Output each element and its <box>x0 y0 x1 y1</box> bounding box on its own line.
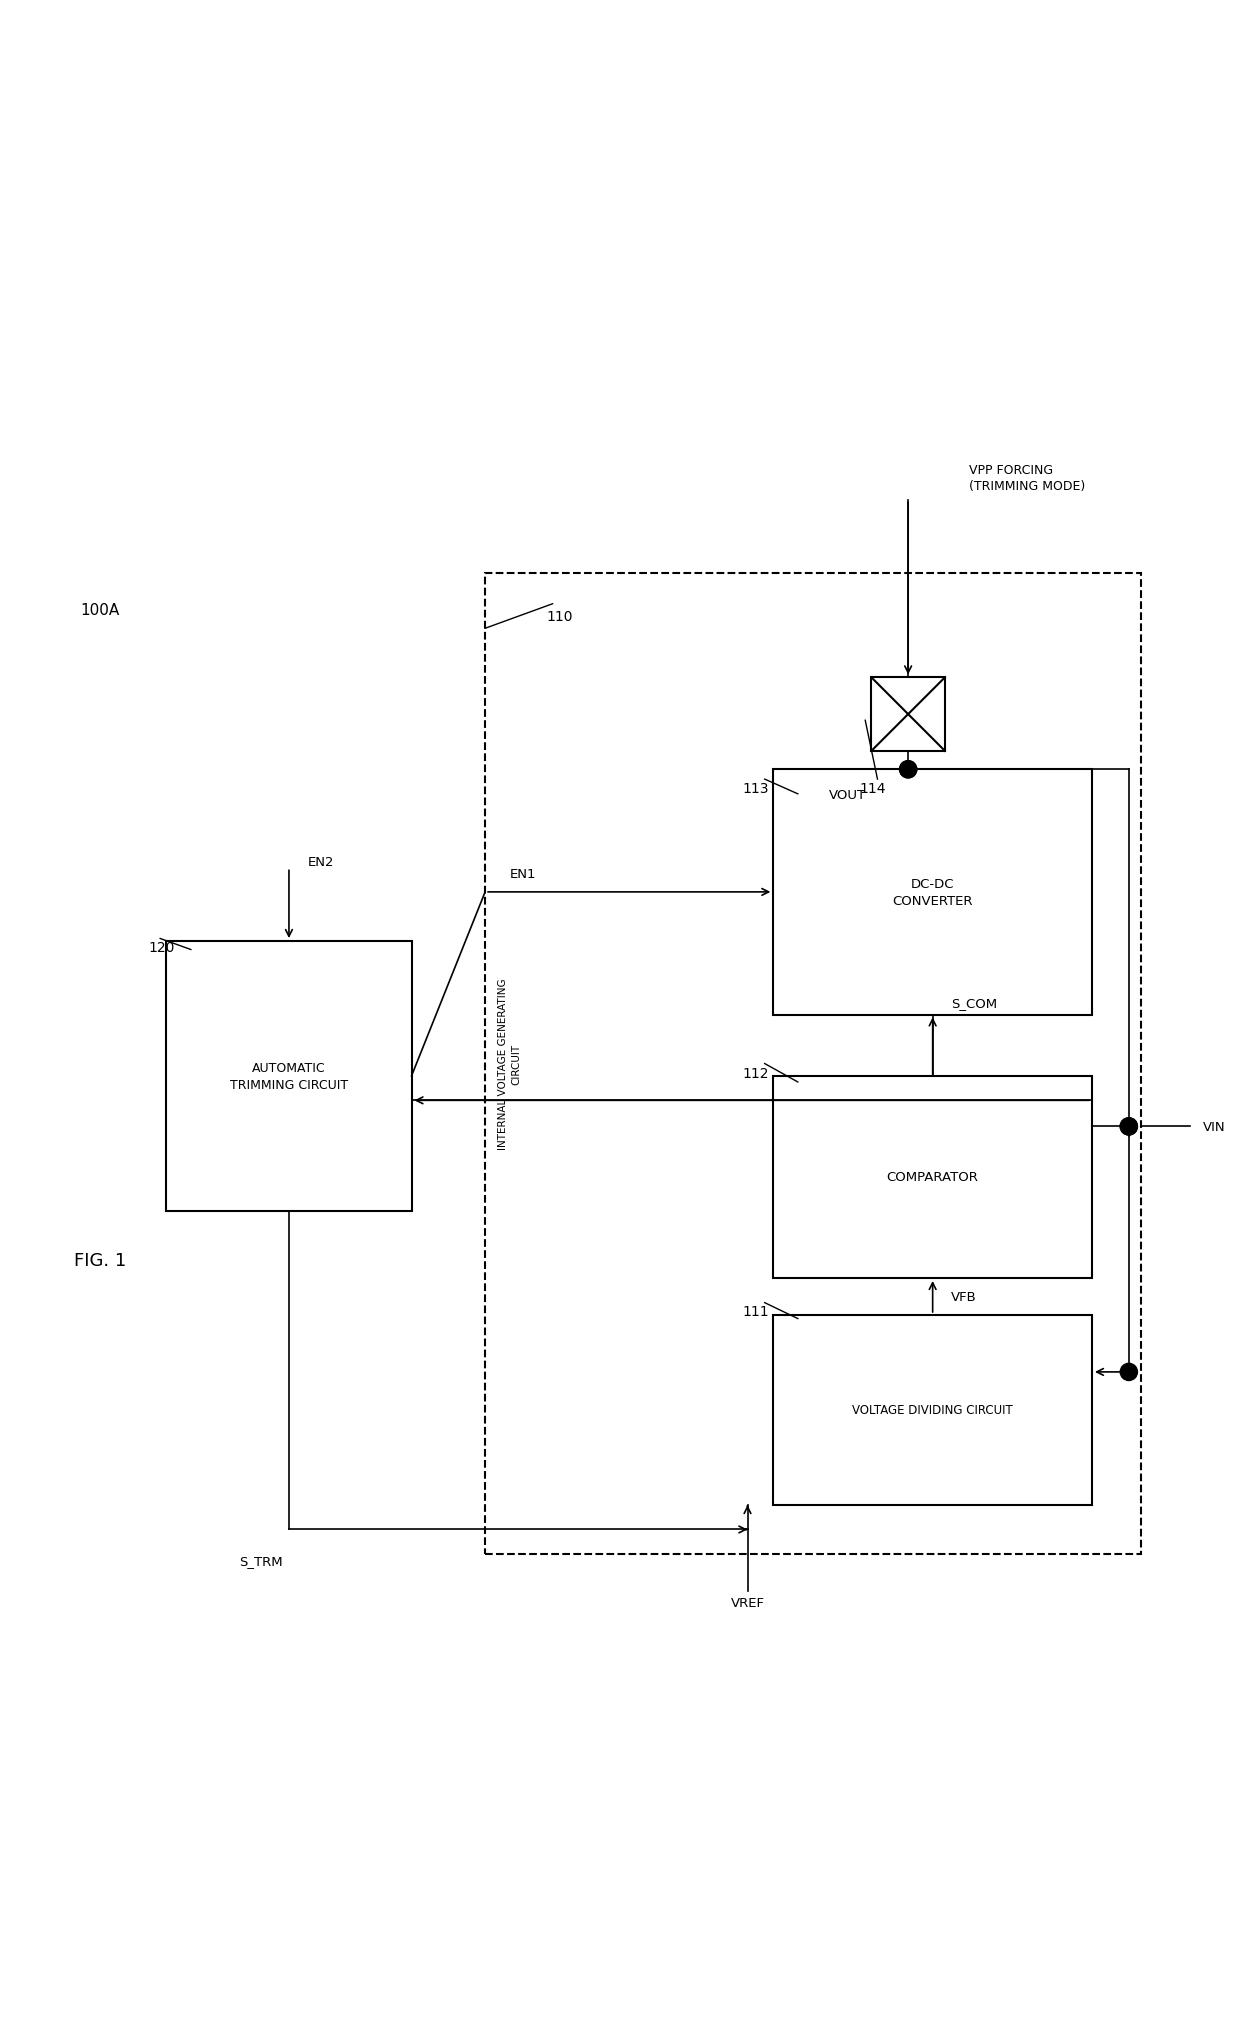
Circle shape <box>1120 1364 1137 1380</box>
Text: EN2: EN2 <box>308 857 334 869</box>
Text: 111: 111 <box>743 1305 769 1320</box>
Bar <box>774 1315 1092 1504</box>
Text: DC-DC
CONVERTER: DC-DC CONVERTER <box>893 877 973 907</box>
Text: VPP FORCING
(TRIMMING MODE): VPP FORCING (TRIMMING MODE) <box>970 463 1086 493</box>
Text: S_COM: S_COM <box>951 997 997 1009</box>
Bar <box>872 678 945 751</box>
Text: 110: 110 <box>547 609 573 623</box>
Bar <box>485 574 1141 1555</box>
Text: S_TRM: S_TRM <box>239 1555 283 1567</box>
Bar <box>774 769 1092 1015</box>
Text: 112: 112 <box>743 1068 769 1080</box>
Text: 120: 120 <box>148 940 175 954</box>
Bar <box>774 1076 1092 1279</box>
Text: VFB: VFB <box>951 1291 977 1303</box>
Text: VREF: VREF <box>730 1596 765 1610</box>
Text: COMPARATOR: COMPARATOR <box>887 1171 978 1183</box>
Text: EN1: EN1 <box>510 867 536 881</box>
Text: VOLTAGE DIVIDING CIRCUIT: VOLTAGE DIVIDING CIRCUIT <box>852 1403 1013 1417</box>
Text: FIG. 1: FIG. 1 <box>74 1250 126 1269</box>
Text: 113: 113 <box>743 782 769 796</box>
Text: VOUT: VOUT <box>828 788 866 802</box>
Text: 100A: 100A <box>81 603 120 617</box>
Text: 114: 114 <box>859 782 885 796</box>
Bar <box>166 942 412 1212</box>
Text: INTERNAL VOLTAGE GENERATING
CIRCUIT: INTERNAL VOLTAGE GENERATING CIRCUIT <box>498 978 521 1149</box>
Text: VIN: VIN <box>1203 1121 1225 1133</box>
Circle shape <box>1120 1119 1137 1135</box>
Text: AUTOMATIC
TRIMMING CIRCUIT: AUTOMATIC TRIMMING CIRCUIT <box>229 1062 348 1092</box>
Circle shape <box>899 761 916 777</box>
Circle shape <box>1120 1119 1137 1135</box>
Circle shape <box>899 761 916 777</box>
